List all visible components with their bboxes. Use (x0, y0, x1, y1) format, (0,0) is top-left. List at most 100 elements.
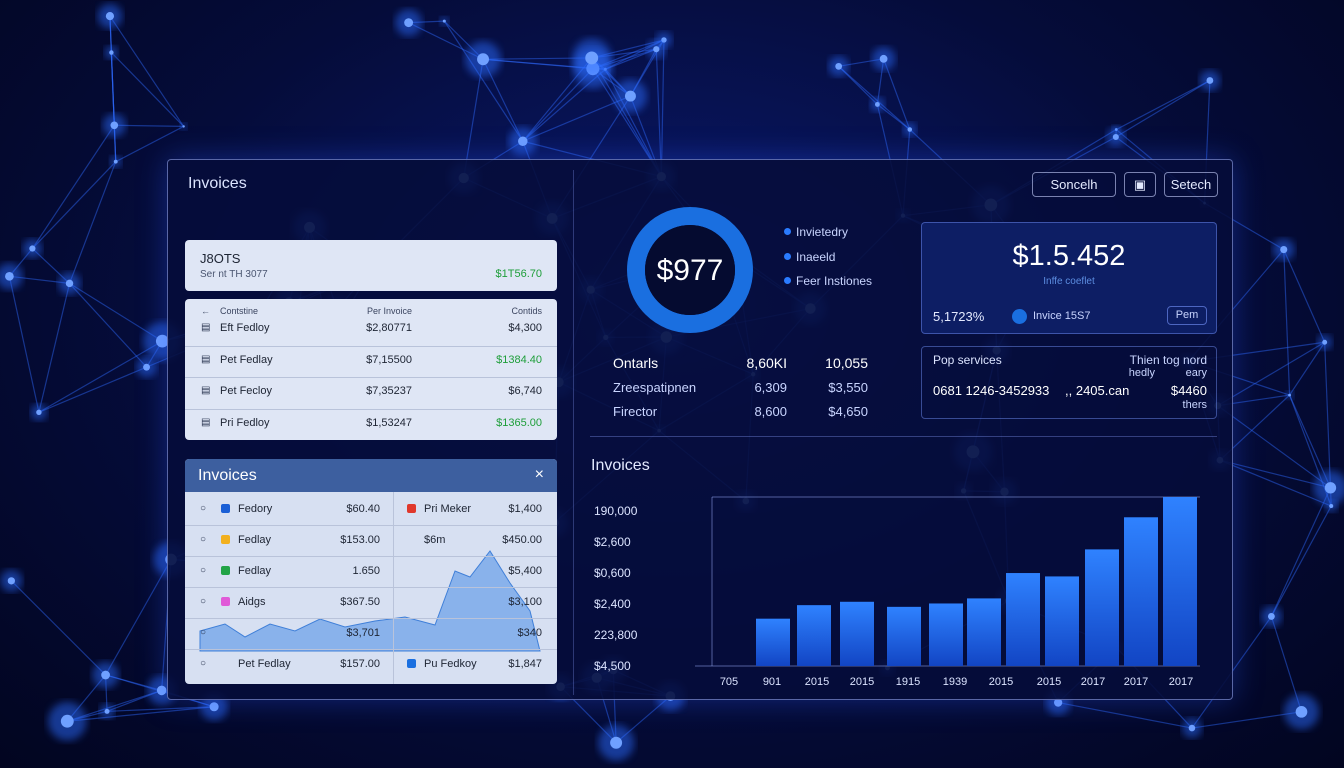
bar (797, 605, 831, 666)
row-marker (407, 504, 416, 513)
x-label: 2017 (1169, 676, 1193, 688)
row-amount: $1,847 (508, 658, 542, 670)
row-separator (185, 377, 557, 378)
network-node (110, 121, 119, 130)
network-link (443, 20, 524, 142)
x-label: 2015 (850, 676, 874, 688)
network-link (1324, 342, 1332, 488)
column-divider (393, 492, 394, 684)
network-link (1270, 505, 1332, 617)
x-label: 705 (720, 676, 738, 688)
network-node (156, 685, 167, 696)
network-node (1295, 705, 1308, 718)
row-name: Pet Fedlay (238, 658, 291, 670)
network-node (624, 90, 636, 102)
network-node (404, 18, 414, 28)
network-link (655, 49, 662, 177)
network-link (67, 706, 215, 722)
network-link (1217, 405, 1331, 489)
network-link (114, 124, 184, 127)
bar (756, 618, 790, 666)
y-label: $2,400 (594, 597, 631, 611)
close-button[interactable]: × (534, 466, 544, 483)
row-name: Pri Meker (424, 503, 472, 515)
network-node (65, 279, 74, 288)
services-note: eary (1185, 367, 1207, 379)
network-node (155, 334, 169, 348)
network-link (463, 59, 484, 179)
row-amount: $3,100 (508, 596, 542, 608)
services-number: 0681 1246-3452933 (933, 383, 1050, 398)
network-node (1288, 393, 1291, 397)
x-label: 1939 (943, 676, 967, 688)
section-divider (590, 436, 1217, 437)
network-node (585, 51, 599, 65)
row-amount: $3,701 (346, 627, 380, 639)
row-radio: ○ (200, 565, 207, 576)
icon-button[interactable]: ▣ (1124, 172, 1156, 197)
chart-title: Invoices (591, 457, 650, 474)
row-price: $7,35237 (366, 385, 412, 397)
network-link (109, 15, 185, 127)
row-total: $1384.40 (496, 353, 542, 366)
network-node (113, 159, 118, 164)
row-total: $6,740 (508, 385, 542, 397)
balance-caption: Inffe coeflet (1043, 276, 1095, 287)
network-node (1053, 698, 1063, 707)
y-label: $0,600 (594, 566, 631, 580)
row-name: Fedlay (238, 565, 272, 577)
row-separator (185, 556, 557, 557)
column-header: Contids (511, 306, 542, 316)
network-node (143, 363, 151, 371)
summary-amount: $1T56.70 (495, 268, 542, 280)
network-link (31, 124, 115, 249)
row-icon: ▤ (201, 322, 211, 333)
row-name: Pet Fedlay (220, 353, 273, 366)
network-link (883, 58, 911, 130)
column-header: Per Invoice (366, 306, 412, 316)
bar (1006, 573, 1040, 666)
bar (1085, 549, 1119, 666)
row-amount: $1,400 (508, 503, 542, 515)
network-node (104, 708, 110, 714)
network-link (38, 283, 71, 413)
network-node (661, 37, 667, 43)
services-amount: $4460 (1170, 383, 1207, 398)
bar (887, 606, 921, 666)
legend-label: Invietedry (796, 225, 849, 239)
y-label: 190,000 (594, 504, 638, 518)
row-marker (407, 659, 416, 668)
bar (840, 601, 874, 666)
column-header: Contstine (220, 306, 259, 316)
network-link (109, 16, 115, 126)
bar-chart: 190,000 $2,600 $0,600 $2,400 223,800 $4,500 70… (594, 496, 1200, 688)
select-button[interactable]: Setech (1164, 172, 1218, 197)
legend-dot (784, 277, 791, 284)
services-note: thers (1182, 399, 1207, 411)
sparkline (199, 550, 541, 652)
network-link (1058, 701, 1193, 729)
row-icon: ▤ (201, 416, 211, 428)
donut: $977 (627, 207, 753, 333)
network-node (879, 54, 888, 63)
totals-value: 8,60KI (746, 355, 787, 371)
row-name: Aidgs (238, 596, 266, 608)
row-separator (185, 587, 557, 588)
network-node (36, 409, 42, 415)
divider (573, 170, 574, 695)
row-name: Pu Fedkoy (424, 658, 477, 670)
totals-value: $4,650 (828, 404, 868, 419)
search-button[interactable]: Soncelh (1032, 172, 1116, 197)
totals-value: 8,600 (754, 404, 787, 419)
row-marker (221, 597, 230, 606)
row-name: Eft Fedloy (220, 322, 270, 334)
network-node (1324, 482, 1337, 494)
network-node (105, 12, 115, 21)
totals-value: 6,309 (754, 379, 787, 395)
network-link (1283, 249, 1326, 343)
bar (1163, 497, 1197, 666)
network-link (110, 52, 115, 126)
balance-button[interactable]: Pem (1167, 306, 1207, 325)
row-total: $4,300 (508, 322, 542, 334)
